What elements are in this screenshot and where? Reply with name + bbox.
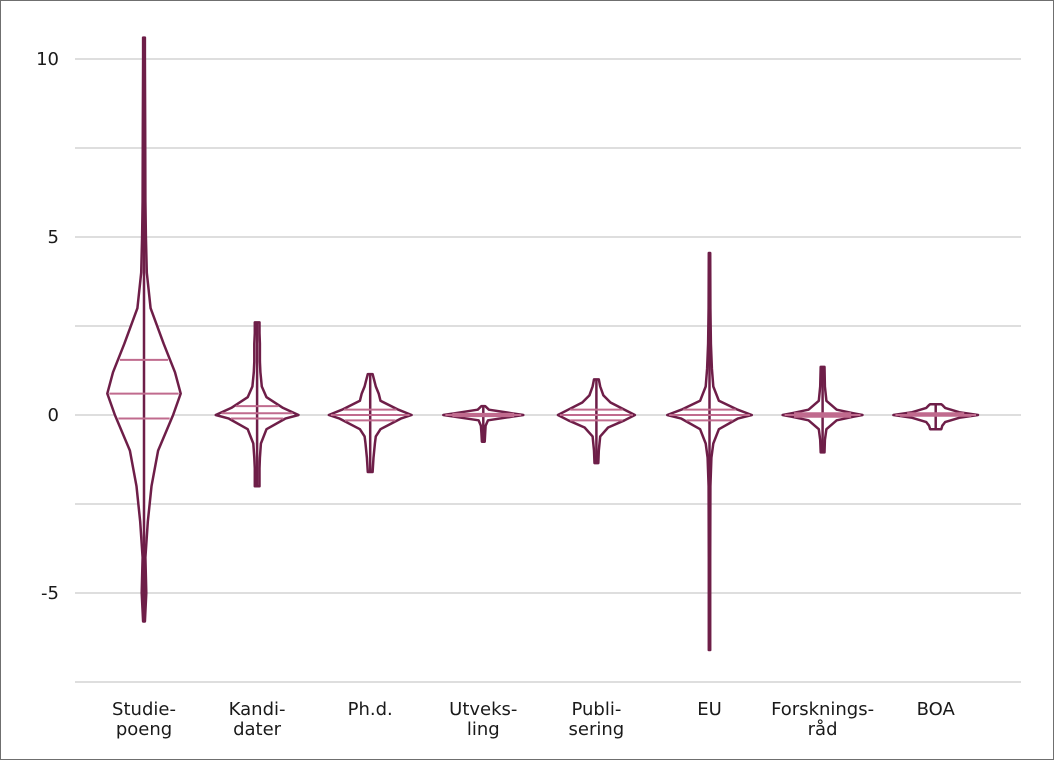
category-label-line: sering	[569, 719, 625, 740]
category-label: BOA	[917, 699, 956, 720]
category-label-line: Ph.d.	[348, 699, 393, 720]
y-tick-label: 10	[36, 49, 59, 70]
violin-group	[556, 378, 637, 465]
violin-group	[892, 403, 980, 431]
category-label: Utveks-ling	[449, 699, 517, 740]
category-label-line: dater	[233, 719, 282, 740]
category-label-line: Utveks-	[449, 699, 517, 720]
category-label-line: Kandi-	[229, 699, 286, 720]
y-tick-label: 0	[48, 405, 59, 426]
category-label-line: Studie-	[112, 699, 176, 720]
violin-group	[442, 404, 525, 443]
y-axis-ticks: 10 5 0 -5	[36, 49, 59, 604]
violin-group	[106, 36, 182, 623]
category-label: Publi-sering	[569, 699, 625, 740]
category-label-line: BOA	[917, 699, 956, 720]
violin-group	[665, 251, 754, 652]
violin-group	[327, 372, 413, 474]
category-label: EU	[697, 699, 722, 720]
category-label-line: poeng	[116, 719, 172, 740]
category-label: Kandi-dater	[229, 699, 286, 740]
violin-group	[214, 321, 300, 488]
category-labels: Studie-poeng Kandi-dater Ph.d. Utveks-ling P…	[112, 699, 955, 740]
category-label-line: råd	[808, 719, 838, 740]
violins	[106, 36, 980, 652]
y-tick-label: -5	[41, 583, 59, 604]
category-label: Studie-poeng	[112, 699, 176, 740]
category-label-line: Forsknings-	[771, 699, 874, 720]
category-label: Ph.d.	[348, 699, 393, 720]
y-tick-label: 5	[48, 227, 59, 248]
category-label-line: ling	[467, 719, 500, 740]
gridlines	[75, 58, 1021, 683]
violin-group	[781, 365, 864, 454]
category-label-line: EU	[697, 699, 722, 720]
category-label: Forsknings-råd	[771, 699, 874, 740]
category-label-line: Publi-	[571, 699, 621, 720]
